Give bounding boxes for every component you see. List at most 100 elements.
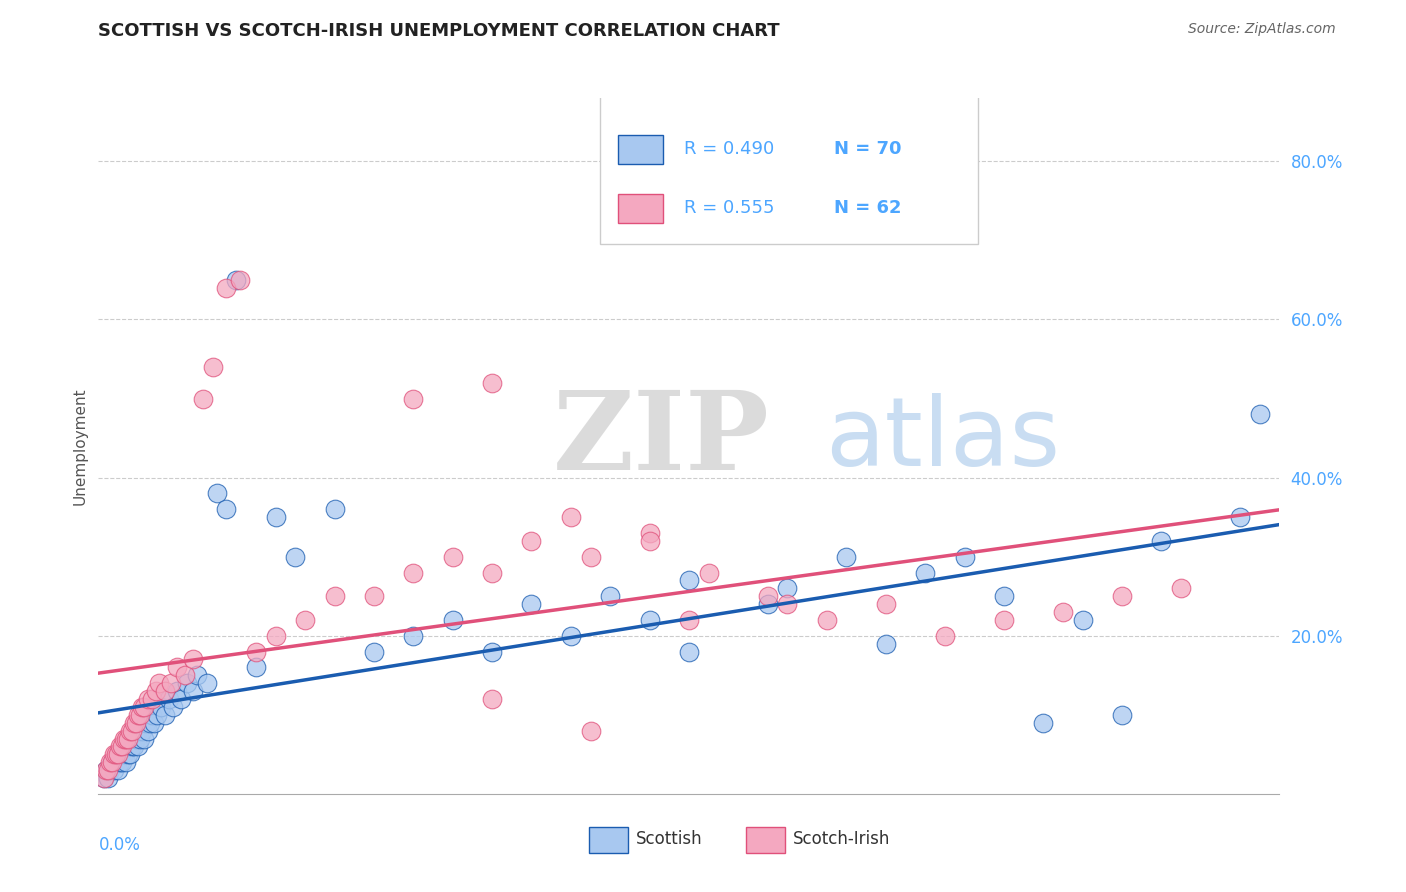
Point [678,613,700,627]
Text: ZIP: ZIP [553,385,770,492]
Point [135,715,157,730]
Point [127,739,149,754]
Point [160,676,183,690]
Text: R = 0.555: R = 0.555 [685,199,775,217]
Point [294,613,316,627]
Point [131,699,153,714]
Point [138,715,160,730]
Point [245,660,267,674]
Point [1052,605,1074,619]
Point [1071,613,1094,627]
Point [125,715,148,730]
Point [363,644,385,658]
Point [441,549,464,564]
Y-axis label: Unemployment: Unemployment [72,387,87,505]
Point [191,392,214,406]
Text: N = 62: N = 62 [834,199,901,217]
Point [107,763,129,777]
Point [176,676,198,690]
Point [103,763,125,777]
Point [93,771,115,785]
Point [363,589,385,603]
Point [215,502,238,516]
Point [181,684,204,698]
Point [155,707,177,722]
Point [105,756,128,770]
Point [225,273,247,287]
Point [136,723,159,738]
Point [1111,589,1133,603]
Point [993,589,1015,603]
Point [678,644,700,658]
Point [112,731,135,746]
Text: SCOTTISH VS SCOTCH-IRISH UNEMPLOYMENT CORRELATION CHART: SCOTTISH VS SCOTCH-IRISH UNEMPLOYMENT CO… [98,22,780,40]
Point [111,756,134,770]
Point [125,731,148,746]
Point [141,692,163,706]
Point [638,613,661,627]
Point [1229,510,1251,524]
Point [132,731,155,746]
Point [205,486,228,500]
Point [93,771,115,785]
Point [97,763,120,777]
Point [195,676,218,690]
Point [560,510,582,524]
Point [117,731,139,746]
Point [121,723,143,738]
Point [155,684,177,698]
Text: atlas: atlas [825,392,1060,485]
Point [98,756,121,770]
Point [934,629,956,643]
Point [264,510,287,524]
Point [146,707,169,722]
Point [97,771,120,785]
Point [815,613,838,627]
Point [1249,408,1271,422]
Point [141,707,163,722]
Point [128,731,150,746]
Point [215,281,238,295]
Point [402,629,425,643]
Point [756,589,779,603]
Point [127,707,149,722]
Point [402,392,425,406]
Text: Scottish: Scottish [636,830,703,848]
Point [170,692,193,706]
Point [131,723,153,738]
Point [1170,582,1192,596]
Point [953,549,976,564]
Point [678,574,700,588]
Point [162,699,184,714]
Point [323,502,346,516]
Point [875,637,897,651]
Point [117,747,139,762]
Point [145,684,167,698]
Point [875,597,897,611]
Point [132,699,155,714]
FancyBboxPatch shape [619,135,664,164]
Point [697,566,720,580]
Text: 0.0%: 0.0% [98,836,141,854]
Text: Source: ZipAtlas.com: Source: ZipAtlas.com [1188,22,1336,37]
FancyBboxPatch shape [589,827,627,853]
Point [599,589,621,603]
Point [107,747,129,762]
Point [115,756,138,770]
Point [638,525,661,540]
FancyBboxPatch shape [600,87,979,244]
Point [284,549,307,564]
Point [579,723,602,738]
FancyBboxPatch shape [745,827,785,853]
Point [122,715,145,730]
Point [142,715,165,730]
Point [579,549,602,564]
Point [96,763,118,777]
Point [118,747,141,762]
Point [441,613,464,627]
Point [835,549,858,564]
Point [166,684,188,698]
Point [105,747,128,762]
Point [560,629,582,643]
Point [118,723,141,738]
